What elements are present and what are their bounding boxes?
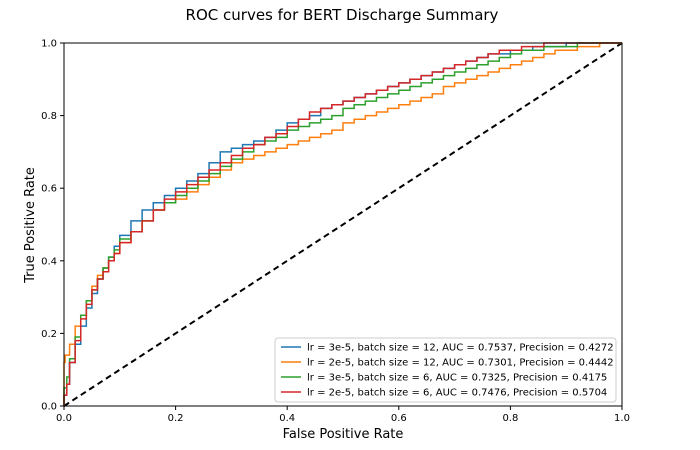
x-tick-label: 0.6 [391,413,407,424]
legend-entry-1: lr = 3e-5, batch size = 12, AUC = 0.7537… [307,343,614,354]
x-tick-label: 0.0 [56,413,72,424]
legend-entry-3: lr = 3e-5, batch size = 6, AUC = 0.7325,… [307,373,607,384]
chart-title: ROC curves for BERT Discharge Summary [186,6,499,24]
x-axis: 0.0 0.2 0.4 0.6 0.8 1.0 [56,406,630,424]
axes-frame [63,42,623,407]
roc-series-line-4 [63,42,622,406]
y-tick-label: 0.8 [41,111,57,122]
plot-area [63,42,623,407]
legend-box [274,337,617,403]
y-tick-label: 0.6 [41,184,57,195]
x-tick-label: 1.0 [614,413,630,424]
y-axis: 0.0 0.2 0.4 0.6 0.8 1.0 [41,39,64,413]
y-tick-label: 0.2 [41,329,57,340]
legend-entry-4: lr = 2e-5, batch size = 6, AUC = 0.7476,… [307,388,607,399]
y-tick-label: 1.0 [41,39,57,50]
legend-entry-2: lr = 2e-5, batch size = 12, AUC = 0.7301… [307,358,614,369]
x-axis-label: False Positive Rate [283,427,404,442]
diagonal-reference-line [63,42,623,407]
y-axis-label: True Positive Rate [23,167,38,284]
x-tick-label: 0.8 [502,413,518,424]
y-tick-label: 0.4 [41,256,57,267]
legend: lr = 3e-5, batch size = 12, AUC = 0.7537… [274,337,617,403]
x-tick-label: 0.4 [279,413,295,424]
y-tick-label: 0.0 [41,402,57,413]
x-tick-label: 0.2 [168,413,184,424]
